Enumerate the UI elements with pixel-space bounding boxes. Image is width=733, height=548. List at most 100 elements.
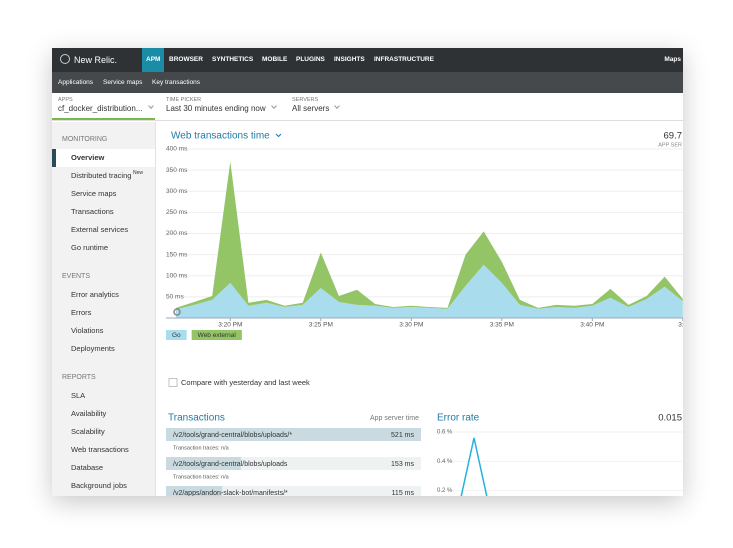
nav-tab[interactable]: MOBILE: [262, 56, 288, 63]
summary-label: APP SER: [658, 142, 682, 148]
nav-item-label: Violations: [71, 326, 104, 335]
column-header: App server time: [370, 415, 419, 422]
chevron: [148, 103, 154, 109]
row-name: /v2/apps/andon-slack-bot/manifests/*: [173, 490, 288, 496]
y-tick-label: 100 ms: [166, 272, 188, 279]
row-bar: [166, 486, 223, 496]
nav-tab[interactable]: APM: [142, 48, 165, 72]
nav-item[interactable]: Distributed tracing New: [52, 167, 155, 185]
section-title: MONITORING: [62, 136, 108, 143]
x-tick-label: 3:20 PM: [218, 322, 242, 329]
row-name: /v2/tools/grand-central/blobs/uploads/*: [173, 432, 292, 439]
picker-label: APPS: [58, 97, 73, 103]
nav-item-label: Overview: [71, 153, 105, 162]
nav-item[interactable]: Violations: [52, 322, 155, 340]
row-name: /v2/tools/grand-central/blobs/uploads: [173, 461, 288, 468]
y-tick-label: 350 ms: [166, 167, 188, 174]
nav-item[interactable]: Availability: [52, 405, 155, 423]
picker-value[interactable]: Last 30 minutes ending now: [166, 104, 266, 113]
nav-item-label: External services: [71, 225, 129, 234]
nav-tab[interactable]: BROWSER: [169, 56, 203, 63]
maps-link[interactable]: Maps: [664, 56, 681, 63]
chevron: [334, 103, 340, 109]
app-window: New Relic. Maps APM BROWSER SYNTHETICS MOBI…: [52, 48, 683, 496]
nav-item-label: Service maps: [71, 189, 117, 198]
picker-value[interactable]: cf_docker_distribution...: [58, 104, 143, 113]
checkbox: [168, 378, 178, 387]
y-tick-label: 0.6 %: [437, 430, 453, 436]
chevron: [275, 133, 282, 138]
legend-swatch: [166, 330, 187, 340]
y-tick-label: 200 ms: [166, 230, 188, 237]
row-value: 521 ms: [391, 432, 414, 439]
row-value: 115 ms: [392, 490, 415, 496]
top-nav: New Relic. Maps APM BROWSER SYNTHETICS MOBI…: [52, 48, 683, 72]
nav-tab[interactable]: SYNTHETICS: [212, 56, 254, 63]
summary-value: 69.7: [664, 131, 683, 142]
x-tick-label: 3:4: [678, 322, 683, 329]
nav-item[interactable]: Deployments: [52, 340, 155, 358]
x-tick-label: 3:35 PM: [490, 322, 514, 329]
nav-item-label: Go runtime: [71, 243, 109, 252]
chevron: [271, 103, 277, 109]
row-bar: [166, 428, 421, 441]
nav-tab[interactable]: PLUGINS: [296, 56, 325, 63]
row-bg: [166, 457, 421, 470]
nav-item-label: Distributed tracing: [71, 171, 132, 180]
nav-item[interactable]: Overview: [52, 149, 155, 167]
logo[interactable]: New Relic.: [74, 55, 118, 65]
y-tick-label: 250 ms: [166, 209, 188, 216]
y-tick-label: 0.4 %: [437, 459, 453, 465]
sidebar: MONITORING Overview Distributed tracing New…: [52, 122, 156, 496]
picker-value[interactable]: All servers: [292, 104, 330, 113]
nav-item-label: Background jobs: [71, 481, 127, 490]
y-tick-label: 400 ms: [166, 146, 188, 153]
nav-item[interactable]: Service maps: [52, 185, 155, 203]
nav-item-label: Scalability: [71, 427, 105, 436]
row-traces: Transaction traces: n/a: [173, 445, 230, 451]
section-title: REPORTS: [62, 374, 96, 381]
section-title: EVENTS: [62, 273, 91, 280]
compare-label: Compare with yesterday and last week: [181, 378, 310, 387]
nav-item[interactable]: External services: [52, 221, 155, 239]
line: [460, 437, 488, 496]
nav-tab[interactable]: INFRASTRUCTURE: [374, 56, 434, 63]
subnav-link[interactable]: Key transactions: [152, 79, 201, 86]
row-traces: Transaction traces: n/a: [173, 474, 230, 480]
nav-item[interactable]: Error analytics: [52, 286, 155, 304]
nav-item-label: Error analytics: [71, 290, 119, 299]
settings-icon: [173, 308, 181, 316]
row-bg: [166, 486, 421, 496]
nav-item[interactable]: Scalability: [52, 423, 155, 441]
nav-item[interactable]: Transactions: [52, 203, 155, 221]
area: [176, 161, 683, 310]
legend-swatch: [191, 330, 242, 340]
nav-item[interactable]: Go runtime: [52, 239, 155, 257]
y-tick-label: 300 ms: [166, 188, 188, 195]
badge: New: [133, 170, 144, 176]
nav-item-label: SLA: [71, 391, 86, 400]
nav-item[interactable]: SLA: [52, 387, 155, 405]
nav-item-label: Errors: [71, 308, 92, 317]
nav-item[interactable]: Web transactions: [52, 441, 155, 459]
nav-item[interactable]: Errors: [52, 304, 155, 322]
legend-label: Go: [172, 332, 181, 339]
nav-tab[interactable]: INSIGHTS: [334, 56, 365, 63]
nav-item[interactable]: Background jobs: [52, 477, 155, 495]
row-bg: [166, 428, 421, 441]
subnav-link[interactable]: Applications: [58, 79, 94, 86]
chart-title: Error rate: [437, 413, 480, 424]
y-tick-label: 150 ms: [166, 251, 188, 258]
subnav-link[interactable]: Service maps: [103, 79, 143, 86]
nav-item[interactable]: Database: [52, 459, 155, 477]
nav-item-label: Database: [71, 463, 104, 472]
legend-label: Web external: [198, 332, 237, 339]
summary-value: 0.015: [658, 413, 682, 424]
picker-label: SERVERS: [292, 97, 319, 103]
x-tick-label: 3:40 PM: [580, 322, 604, 329]
nav-item-label: Transactions: [71, 207, 114, 216]
picker-bar: APPS cf_docker_distribution... TIME PICKER…: [52, 93, 683, 121]
logo-icon: [60, 54, 70, 64]
active-underline: [52, 118, 155, 120]
nav-item-label: Deployments: [71, 344, 115, 353]
